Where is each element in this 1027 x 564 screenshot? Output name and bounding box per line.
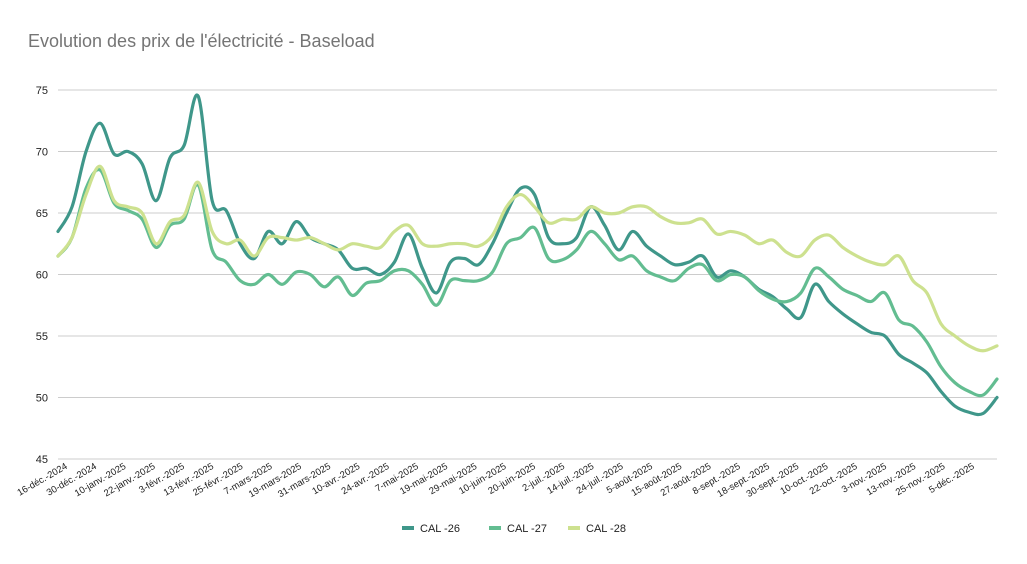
- series-line-cal-28: [56, 164, 999, 353]
- gridlines: [58, 89, 997, 460]
- series-lines: [56, 93, 999, 417]
- y-tick-label: 50: [36, 393, 48, 405]
- legend-label: CAL -27: [507, 523, 547, 535]
- y-tick-label: 45: [36, 454, 48, 466]
- y-tick-label: 70: [36, 147, 48, 159]
- series-line-cal-27: [56, 168, 999, 398]
- y-axis: 45 50 55 60 65 70 75: [36, 85, 48, 466]
- y-tick-label: 55: [36, 331, 48, 343]
- chart-title: Evolution des prix de l'électricité - Ba…: [28, 31, 375, 51]
- x-axis: 16-déc.-202430-déc.-202410-janv.-202522-…: [16, 461, 977, 500]
- y-tick-label: 75: [36, 85, 48, 97]
- legend: CAL -26 CAL -27 CAL -28: [402, 523, 626, 535]
- y-tick-label: 65: [36, 208, 48, 220]
- series-line-cal-26: [56, 93, 999, 417]
- y-tick-label: 60: [36, 270, 48, 282]
- legend-label: CAL -28: [586, 523, 626, 535]
- legend-label: CAL -26: [420, 523, 460, 535]
